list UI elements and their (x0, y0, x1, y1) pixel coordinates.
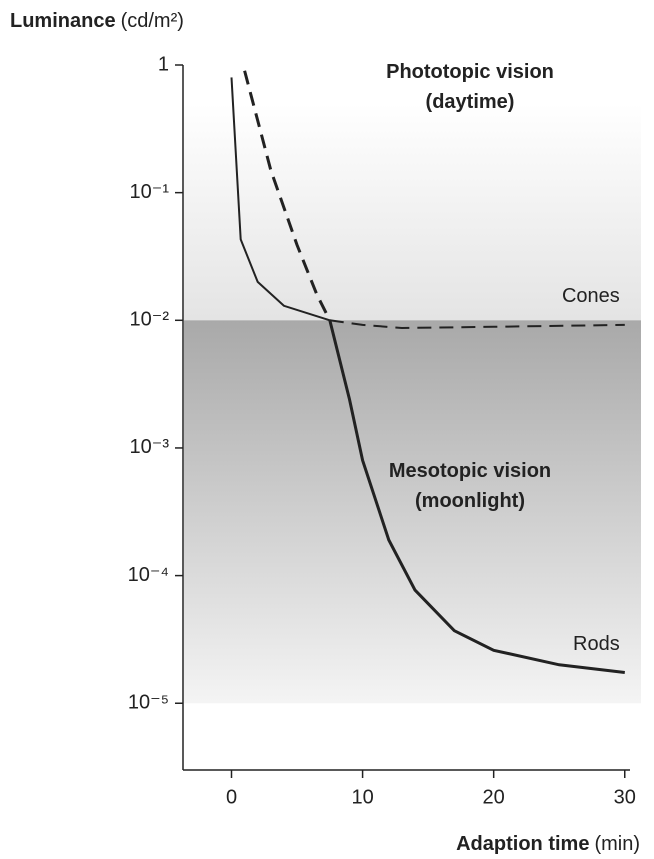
series-line (328, 319, 625, 674)
region (184, 320, 641, 704)
y-unit: (cd/m²) (121, 10, 184, 32)
region-label: (moonlight) (415, 490, 525, 512)
y-tick-label: 1 (158, 53, 169, 75)
y-tick-label: 10⁻³ (130, 436, 170, 458)
series-line (230, 77, 331, 322)
y-tick-label: 10⁻¹ (130, 181, 170, 203)
x-axis-label: Adaption time (min) (456, 833, 640, 855)
y-tick-label: 10⁻⁴ (128, 564, 169, 586)
region-label: Phototopic vision (386, 61, 554, 83)
y-label: Luminance (10, 10, 116, 32)
x-tick-label: 30 (614, 786, 636, 808)
x-tick-label: 10 (351, 786, 373, 808)
y-tick-label: 10⁻² (130, 309, 170, 331)
x-tick-label: 20 (483, 786, 505, 808)
series-label: Rods (573, 633, 620, 655)
series-label: Cones (562, 285, 620, 307)
region-label: Mesotopic vision (389, 460, 551, 482)
y-tick-label: 10⁻⁵ (128, 692, 169, 714)
region-label: (daytime) (426, 91, 515, 113)
region (184, 65, 641, 321)
x-unit: (min) (594, 833, 640, 855)
x-tick-label: 0 (226, 786, 237, 808)
y-axis-label: Luminance (cd/m²) (10, 10, 184, 32)
series-line (329, 319, 625, 330)
x-label: Adaption time (456, 833, 589, 855)
series-line (243, 70, 332, 321)
